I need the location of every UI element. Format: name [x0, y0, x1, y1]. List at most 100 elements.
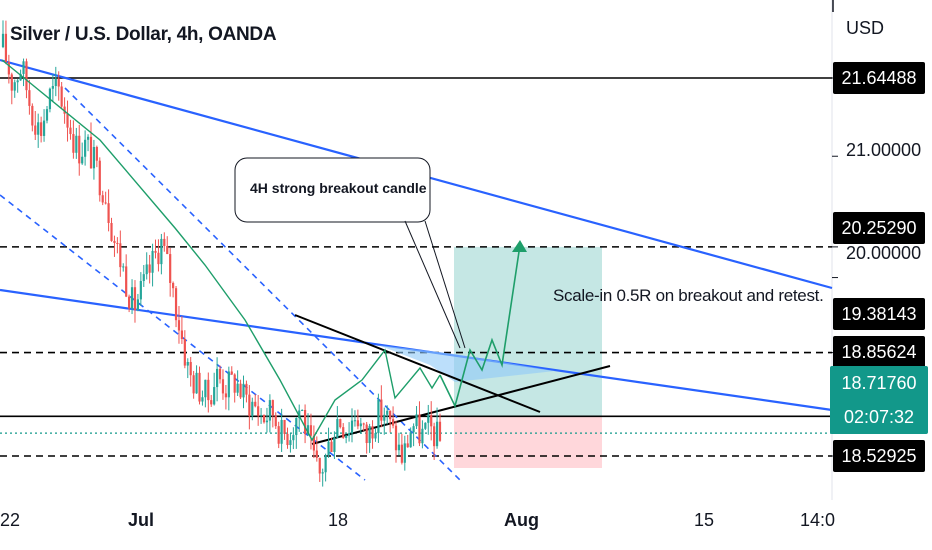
candle-body — [192, 375, 195, 394]
candle-body — [169, 254, 172, 283]
price-label-21-64488: 21.64488 — [833, 62, 925, 94]
candle-body — [292, 435, 295, 441]
candle-body — [54, 78, 57, 87]
time-tick-22: 22 — [0, 510, 21, 530]
candle-body — [324, 455, 327, 473]
candle-body — [66, 113, 69, 128]
stop-zone — [454, 416, 602, 468]
candle-body — [75, 135, 78, 153]
candle-body — [86, 136, 90, 140]
candle-body — [330, 441, 333, 452]
callout-pointer-a — [404, 220, 461, 349]
callout-bubble — [234, 157, 431, 223]
candle-body — [151, 250, 154, 273]
channel-upper-dashed — [64, 87, 461, 481]
price-label-20-25290: 20.25290 — [833, 212, 925, 244]
candle-body — [221, 379, 225, 394]
candle-body — [34, 125, 37, 135]
candle-body — [424, 422, 427, 429]
candle-body — [242, 383, 245, 398]
candle-body — [306, 425, 310, 435]
candle-body — [298, 410, 301, 419]
candle-body — [262, 414, 266, 423]
candle-body — [350, 420, 354, 434]
candle-body — [353, 420, 357, 422]
currency-label: USD — [846, 18, 885, 38]
projection-path — [439, 244, 521, 409]
time-tick-aug: Aug — [504, 510, 539, 530]
candle-body — [133, 287, 137, 311]
candle-body — [236, 383, 239, 393]
candle-body — [265, 420, 269, 423]
candle-body — [230, 371, 233, 375]
bar-countdown: 02:07:32 — [843, 407, 915, 427]
candle-body — [218, 368, 222, 380]
candle-body — [315, 450, 318, 458]
candle-body — [427, 415, 430, 423]
candle-body — [1, 33, 5, 48]
candle-body — [154, 250, 157, 253]
candle-body — [280, 419, 283, 444]
candle-body — [438, 421, 442, 441]
candle-body — [145, 264, 148, 275]
current-price: 18.71760 — [841, 373, 917, 393]
candle-body — [406, 443, 409, 448]
candle-body — [359, 423, 362, 427]
candle-body — [172, 282, 175, 289]
candle-body — [101, 195, 104, 203]
candle-body — [180, 330, 184, 340]
candle-body — [60, 86, 63, 107]
candle-body — [104, 202, 107, 204]
candle-body — [119, 243, 122, 268]
candle-body — [239, 383, 242, 398]
candle-body — [51, 86, 54, 89]
candle-body — [160, 238, 163, 265]
triangle-lower-line — [311, 365, 611, 445]
candle-body — [368, 426, 371, 444]
candle-body — [128, 296, 131, 309]
candle-body — [362, 423, 365, 425]
candle-body — [277, 426, 280, 444]
candle-body — [400, 444, 403, 463]
candle-body — [257, 406, 260, 416]
price-label-19-38143: 19.38143 — [833, 298, 925, 330]
candle-body — [356, 420, 359, 427]
candle-body — [110, 222, 113, 241]
candle-body — [4, 33, 8, 63]
candle-body — [45, 109, 49, 121]
candle-body — [122, 266, 125, 268]
current-price-badge: 18.71760 02:07:32 — [830, 366, 928, 434]
candle-body — [403, 443, 406, 463]
candle-body — [421, 428, 424, 444]
candle-body — [10, 74, 13, 91]
candle-body — [409, 432, 412, 448]
candle-body — [312, 435, 315, 451]
candle-body — [177, 320, 181, 331]
candle-body — [412, 426, 415, 433]
candle-body — [201, 397, 204, 402]
time-tick-15: 15 — [694, 510, 715, 530]
price-tick-20: 20.00000 — [846, 243, 922, 263]
candle-body — [31, 105, 34, 126]
price-tick-21: 21.00000 — [846, 140, 922, 160]
candle-body — [166, 245, 169, 255]
time-tick-jul: Jul — [128, 510, 155, 530]
candle-body — [95, 146, 98, 161]
candle-body — [365, 424, 368, 444]
candle-body — [139, 281, 142, 300]
candle-body — [286, 433, 289, 446]
candle-body — [397, 444, 401, 451]
candle-body — [136, 299, 140, 311]
candle-body — [336, 419, 339, 438]
candle-body — [303, 409, 307, 435]
candle-body — [130, 287, 134, 309]
candle-body — [125, 266, 128, 297]
breakout-callout-text: 4H strong breakout candle — [250, 180, 427, 196]
candle-body — [430, 415, 433, 427]
candle-body — [415, 414, 418, 427]
candle-body — [391, 419, 395, 426]
candle-body — [186, 361, 189, 366]
candle-body — [394, 425, 398, 451]
candle-body — [289, 440, 292, 446]
